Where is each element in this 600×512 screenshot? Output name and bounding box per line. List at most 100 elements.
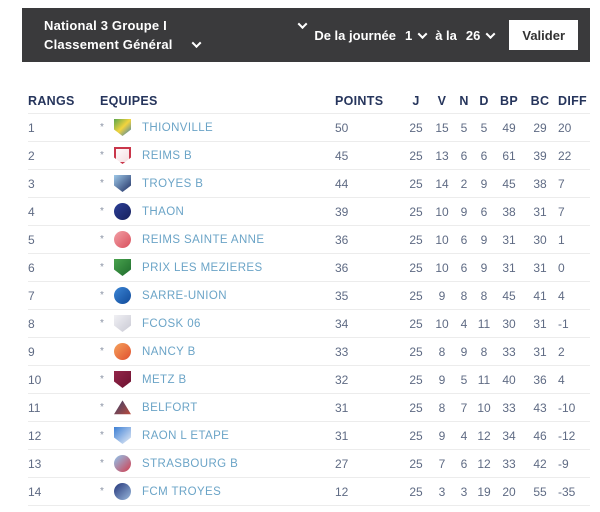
team-name-link[interactable]: RAON L ETAPE — [142, 429, 230, 442]
cell-bp: 33 — [502, 344, 516, 359]
cell-rank: 4 — [28, 204, 35, 219]
cell-n: 4 — [460, 428, 468, 443]
cell-points: 39 — [335, 204, 349, 219]
team-cell: * PRIX LES MEZIERES — [100, 259, 335, 276]
cell-v: 9 — [438, 288, 446, 303]
header-j: J — [412, 93, 420, 108]
cell-d: 12 — [477, 428, 491, 443]
team-name-link[interactable]: THIONVILLE — [142, 121, 214, 134]
cell-diff: 7 — [558, 176, 565, 191]
cell-v: 10 — [435, 260, 449, 275]
team-name-link[interactable]: FCOSK 06 — [142, 317, 201, 330]
team-badge-icon — [114, 259, 131, 276]
team-marker: * — [100, 430, 104, 441]
team-cell: * SARRE-UNION — [100, 287, 335, 304]
team-marker: * — [100, 262, 104, 273]
team-name-link[interactable]: NANCY B — [142, 345, 196, 358]
cell-rank: 14 — [28, 484, 42, 499]
filter-bar: National 3 Groupe I Classement Général D… — [22, 8, 590, 62]
team-badge-icon — [114, 427, 131, 444]
cell-rank: 7 — [28, 288, 35, 303]
team-name-link[interactable]: REIMS B — [142, 149, 193, 162]
journee-to-select[interactable]: 26 — [466, 28, 496, 43]
cell-bc: 31 — [533, 344, 547, 359]
table-row: 12 * RAON L ETAPE 31 25 9 4 12 34 46 -12 — [28, 422, 590, 450]
team-badge-icon — [114, 175, 131, 192]
chevron-down-icon[interactable] — [297, 19, 308, 30]
header-bp: BP — [500, 93, 518, 108]
team-cell: * METZ B — [100, 371, 335, 388]
team-name-link[interactable]: REIMS SAINTE ANNE — [142, 233, 265, 246]
team-marker: * — [100, 402, 104, 413]
team-name-link[interactable]: THAON — [142, 205, 185, 218]
cell-n: 9 — [460, 344, 468, 359]
competition-select[interactable]: National 3 Groupe I — [44, 18, 308, 33]
table-row: 1 * THIONVILLE 50 25 15 5 5 49 29 20 — [28, 114, 590, 142]
cell-n: 9 — [460, 204, 468, 219]
cell-points: 12 — [335, 484, 349, 499]
range-middle-label: à la — [435, 27, 457, 43]
cell-n: 2 — [460, 176, 468, 191]
chevron-down-icon[interactable] — [485, 28, 496, 39]
cell-diff: -35 — [558, 484, 576, 499]
journee-from-select[interactable]: 1 — [405, 28, 428, 43]
cell-bp: 34 — [502, 428, 516, 443]
chevron-down-icon[interactable] — [191, 38, 202, 49]
cell-diff: 22 — [558, 148, 572, 163]
cell-rank: 3 — [28, 176, 35, 191]
cell-d: 12 — [477, 456, 491, 471]
cell-bc: 43 — [533, 400, 547, 415]
cell-j: 25 — [409, 120, 423, 135]
cell-points: 31 — [335, 428, 349, 443]
cell-bc: 46 — [533, 428, 547, 443]
cell-bp: 40 — [502, 372, 516, 387]
cell-bc: 31 — [533, 316, 547, 331]
cell-diff: -10 — [558, 400, 576, 415]
cell-diff: 1 — [558, 232, 565, 247]
cell-diff: 7 — [558, 204, 565, 219]
team-name-link[interactable]: PRIX LES MEZIERES — [142, 261, 263, 274]
team-name-link[interactable]: METZ B — [142, 373, 187, 386]
team-cell: * NANCY B — [100, 343, 335, 360]
cell-bp: 45 — [502, 176, 516, 191]
cell-rank: 13 — [28, 456, 42, 471]
cell-points: 31 — [335, 400, 349, 415]
cell-bp: 61 — [502, 148, 516, 163]
team-badge-icon — [114, 315, 131, 332]
cell-j: 25 — [409, 204, 423, 219]
cell-bp: 31 — [502, 232, 516, 247]
team-name-link[interactable]: TROYES B — [142, 177, 204, 190]
cell-bc: 38 — [533, 176, 547, 191]
cell-j: 25 — [409, 484, 423, 499]
cell-points: 27 — [335, 456, 349, 471]
table-row: 6 * PRIX LES MEZIERES 36 25 10 6 9 31 31 0 — [28, 254, 590, 282]
cell-d: 6 — [480, 204, 488, 219]
cell-d: 8 — [480, 288, 488, 303]
chevron-down-icon[interactable] — [417, 28, 428, 39]
cell-bc: 31 — [533, 260, 547, 275]
cell-bp: 49 — [502, 120, 516, 135]
cell-rank: 2 — [28, 148, 35, 163]
team-name-link[interactable]: SARRE-UNION — [142, 289, 227, 302]
cell-points: 36 — [335, 232, 349, 247]
cell-j: 25 — [409, 344, 423, 359]
valider-button[interactable]: Valider — [509, 20, 578, 50]
cell-d: 6 — [480, 148, 488, 163]
cell-points: 44 — [335, 176, 349, 191]
cell-bp: 45 — [502, 288, 516, 303]
cell-j: 25 — [409, 372, 423, 387]
classement-select[interactable]: Classement Général — [44, 37, 306, 52]
cell-v: 10 — [435, 316, 449, 331]
table-row: 5 * REIMS SAINTE ANNE 36 25 10 6 9 31 30 1 — [28, 226, 590, 254]
cell-d: 9 — [480, 232, 488, 247]
cell-rank: 10 — [28, 372, 42, 387]
table-body: 1 * THIONVILLE 50 25 15 5 5 49 29 20 2 * REIMS B 45 25 1… — [28, 114, 590, 506]
team-name-link[interactable]: BELFORT — [142, 401, 198, 414]
team-name-link[interactable]: STRASBOURG B — [142, 457, 239, 470]
cell-v: 9 — [438, 428, 446, 443]
team-cell: * THAON — [100, 203, 335, 220]
cell-bp: 33 — [502, 456, 516, 471]
team-name-link[interactable]: FCM TROYES — [142, 485, 222, 498]
header-diff: DIFF — [558, 93, 587, 108]
cell-n: 5 — [460, 120, 468, 135]
